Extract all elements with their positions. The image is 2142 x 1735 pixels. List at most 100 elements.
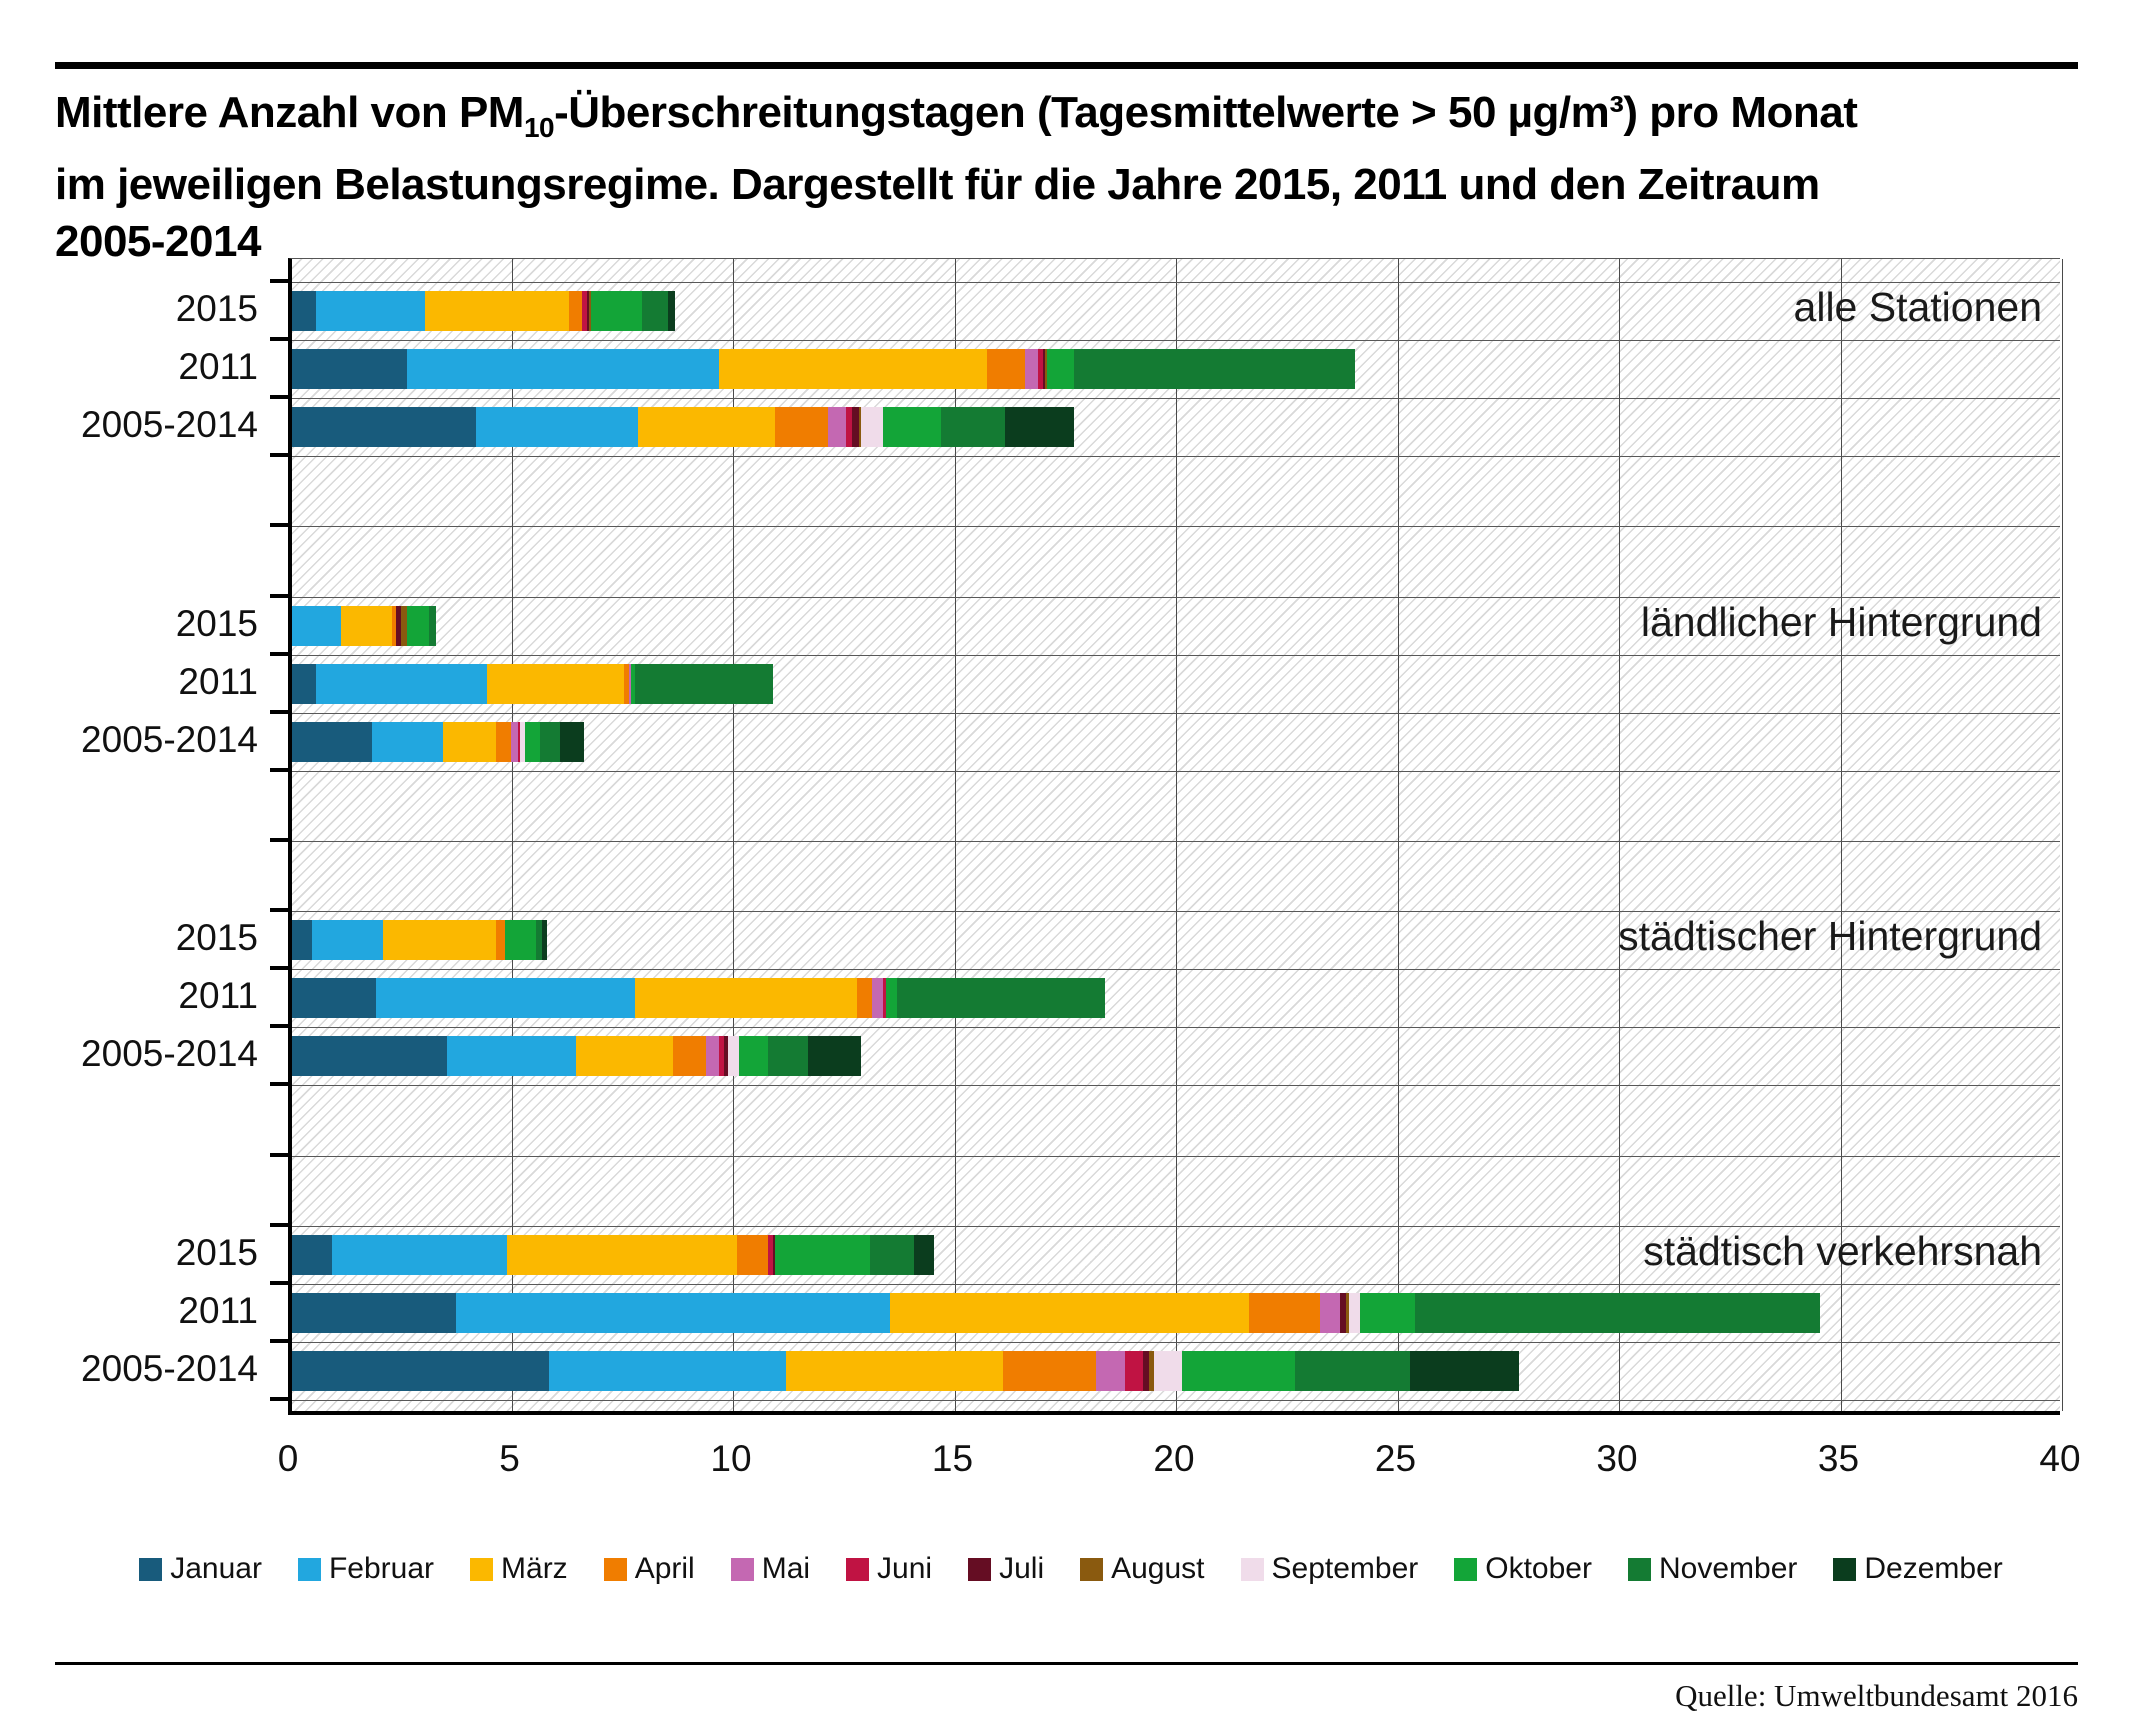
title-text-line2: im jeweiligen Belastungsregime. Dargeste… — [55, 159, 1820, 209]
x-tick-label: 10 — [710, 1438, 752, 1479]
bar-segment — [396, 606, 401, 646]
bar-segment — [511, 722, 518, 762]
bar-segment — [706, 1036, 720, 1076]
row-label: 2011 — [178, 346, 258, 387]
bar-segment — [517, 722, 521, 762]
legend-label: Oktober — [1485, 1552, 1592, 1585]
stacked-bar — [292, 407, 1074, 447]
bar-segment — [723, 1036, 729, 1076]
bar-segment — [382, 920, 496, 960]
legend-swatch-icon — [297, 1557, 321, 1581]
bar-segment — [1359, 1293, 1415, 1333]
stacked-bar — [292, 291, 676, 331]
vertical-gridline — [1176, 259, 1177, 1411]
y-axis-tick — [270, 523, 288, 527]
bar-segment — [1096, 1351, 1125, 1391]
horizontal-gridline — [292, 1027, 2060, 1028]
horizontal-gridline — [292, 398, 2060, 399]
x-tick-label: 35 — [1817, 1438, 1860, 1479]
legend-label: September — [1271, 1552, 1419, 1585]
bar-segment — [1142, 1351, 1150, 1391]
legend-swatch-icon — [603, 1557, 627, 1581]
title-text-line1: -Überschreitungstagen (Tagesmittelwerte … — [554, 88, 1858, 137]
bar-segment — [548, 1351, 786, 1391]
bar-segment — [635, 978, 857, 1018]
bar-segment — [914, 1235, 935, 1275]
bar-segment — [859, 407, 862, 447]
bar-segment — [940, 407, 1006, 447]
bar-segment — [1149, 1351, 1154, 1391]
row-label: 2005-2014 — [81, 404, 258, 445]
bar-segment — [856, 978, 873, 1018]
bar-segment — [728, 1036, 740, 1076]
legend-item: September — [1240, 1552, 1419, 1586]
y-axis-tick — [270, 1397, 288, 1401]
bar-segment — [588, 291, 591, 331]
y-axis-tick — [270, 652, 288, 656]
legend-label: Dezember — [1864, 1552, 2003, 1585]
bar-segment — [774, 407, 829, 447]
stacked-bar — [292, 664, 773, 704]
legend-label: Juni — [877, 1552, 933, 1585]
stacked-bar — [292, 722, 585, 762]
bar-segment — [316, 664, 487, 704]
bar-segment — [292, 407, 476, 447]
y-axis-tick — [270, 337, 288, 341]
title-text-prefix: Mittlere Anzahl von PM — [55, 88, 524, 137]
horizontal-gridline — [292, 1284, 2060, 1285]
bar-segment — [292, 1036, 448, 1076]
bar-segment — [407, 349, 720, 389]
bar-segment — [896, 978, 1105, 1018]
bar-segment — [455, 1293, 891, 1333]
x-tick-label: 40 — [2039, 1438, 2081, 1479]
bar-segment — [447, 1036, 576, 1076]
legend-item: August — [1080, 1552, 1205, 1586]
bar-segment — [1153, 1351, 1183, 1391]
stacked-bar — [292, 349, 1356, 389]
y-axis-tick — [270, 838, 288, 842]
horizontal-gridline — [292, 1085, 2060, 1086]
bar-segment — [672, 1036, 707, 1076]
legend-swatch-icon — [730, 1557, 754, 1581]
bar-segment — [1339, 1293, 1347, 1333]
bar-segment — [292, 349, 408, 389]
y-axis-tick — [270, 594, 288, 598]
stacked-bar — [292, 606, 436, 646]
stacked-bar — [292, 1036, 862, 1076]
horizontal-gridline — [292, 340, 2060, 341]
horizontal-gridline — [292, 655, 2060, 656]
bar-segment — [495, 722, 512, 762]
bar-segment — [1003, 1351, 1097, 1391]
group-label: städtischer Hintergrund — [1618, 913, 2042, 959]
bar-segment — [340, 606, 392, 646]
legend-item: Januar — [139, 1552, 262, 1586]
legend-swatch-icon — [1454, 1557, 1478, 1581]
row-label: 2011 — [178, 661, 258, 702]
bar-segment — [828, 407, 846, 447]
bar-segment — [768, 1036, 809, 1076]
bar-segment — [737, 1235, 769, 1275]
bar-segment — [442, 722, 496, 762]
bar-segment — [590, 291, 642, 331]
stacked-bar — [292, 1351, 1520, 1391]
bar-segment — [1038, 349, 1043, 389]
title-text-line3: 2005-2014 — [55, 216, 261, 266]
y-axis-tick — [270, 395, 288, 399]
bar-segment — [852, 407, 860, 447]
horizontal-gridline — [292, 456, 2060, 457]
bar-segment — [568, 291, 583, 331]
bar-segment — [1005, 407, 1074, 447]
row-label: 2005-2014 — [81, 1033, 258, 1074]
horizontal-gridline — [292, 1400, 2060, 1401]
chart-title: Mittlere Anzahl von PM10-Überschreitungs… — [55, 84, 2035, 270]
top-rule — [55, 62, 2078, 69]
x-tick-label: 30 — [1596, 1438, 1638, 1479]
bar-segment — [1248, 1293, 1320, 1333]
bar-segment — [1414, 1293, 1821, 1333]
legend-label: April — [634, 1552, 695, 1585]
bar-segment — [586, 291, 589, 331]
bar-segment — [772, 1235, 775, 1275]
bar-segment — [1025, 349, 1039, 389]
x-tick-label: 15 — [931, 1438, 974, 1479]
